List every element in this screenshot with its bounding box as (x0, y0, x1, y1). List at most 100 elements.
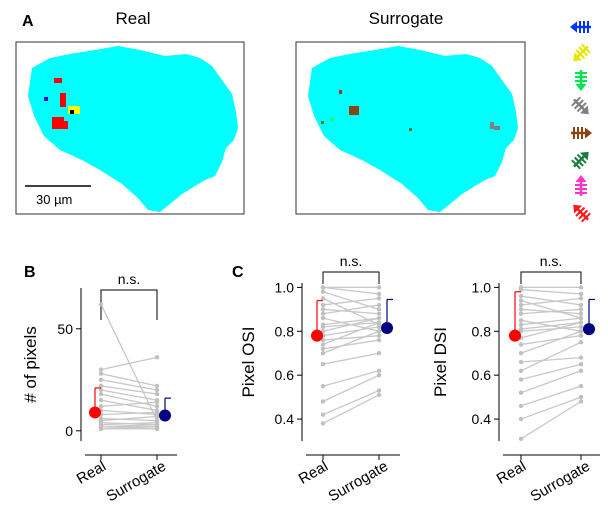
real-point (98, 377, 104, 382)
pair-line (322, 297, 380, 306)
pair-line (520, 341, 582, 372)
pair-line (520, 295, 582, 306)
y-tick-label: 0.6 (472, 367, 492, 383)
real-map: 30 µm (15, 41, 245, 215)
real-point (320, 351, 326, 356)
pair-line (100, 421, 158, 426)
surrogate-point (154, 414, 160, 419)
surrogate-point (376, 320, 382, 325)
surrogate-point (376, 388, 382, 393)
surrogate-point (154, 404, 160, 409)
pair-line (100, 424, 158, 428)
surrogate-point (578, 285, 584, 290)
pair-line (322, 389, 380, 416)
surrogate-point (578, 315, 584, 321)
real-point (320, 421, 326, 426)
y-axis-label: Pixel DSI (431, 327, 450, 397)
real-point (320, 342, 326, 347)
scale-bar-label: 30 µm (36, 192, 72, 207)
real-mean-marker (311, 329, 323, 342)
surrogate-point (578, 291, 584, 297)
real-point (518, 359, 524, 365)
surrogate-point (578, 394, 584, 400)
surrogate-point (376, 337, 382, 343)
down-arrow-icon (575, 70, 587, 91)
real-map-cell-shape (28, 46, 238, 212)
y-tick-label: 50 (57, 321, 73, 337)
down-left-arrow-icon (573, 43, 591, 62)
surrogate-point (376, 333, 382, 338)
surrogate-point (376, 302, 382, 308)
pair-line (322, 370, 380, 387)
pair-line (520, 370, 582, 394)
surrogate-point (376, 368, 382, 373)
significance-label: n.s. (540, 253, 563, 269)
surrogate-point (376, 392, 382, 398)
down-right-arrow-icon (571, 96, 589, 115)
pair-line (520, 308, 582, 315)
real-point (518, 287, 524, 292)
real-point (320, 315, 326, 321)
surrogate-point (578, 311, 584, 316)
right-arrow-icon (571, 127, 592, 139)
real-point (98, 387, 104, 393)
real-point (98, 383, 104, 389)
surrogate-point (578, 307, 584, 312)
real-point (98, 398, 104, 403)
surrogate-map-cell-shape (308, 46, 518, 212)
pair-line (322, 286, 380, 295)
pair-line (520, 317, 582, 326)
surrogate-point (154, 355, 160, 360)
real-point (320, 302, 326, 308)
real-point (98, 404, 104, 409)
real-point (518, 377, 524, 382)
real-point (320, 361, 326, 367)
pair-line (520, 400, 582, 440)
real-point (518, 416, 524, 422)
pair-line (520, 288, 582, 295)
surrogate-point (376, 291, 382, 297)
pair-line (100, 417, 158, 422)
pair-line (100, 356, 158, 371)
direction-legend (570, 21, 592, 223)
surrogate-point (578, 324, 584, 330)
pair-line (100, 415, 158, 422)
pair-line (520, 335, 582, 346)
real-patch-red-low-2 (62, 121, 68, 129)
pair-line (322, 330, 380, 354)
real-point (98, 302, 104, 307)
real-point (518, 302, 524, 308)
panel-label-c: C (232, 264, 244, 281)
pair-line (100, 373, 158, 387)
pair-line (322, 304, 380, 315)
pair-line (322, 308, 380, 315)
surrogate-patch-green (331, 118, 334, 121)
pair-line (520, 321, 582, 339)
x-tick-label: Real (494, 458, 529, 488)
surrogate-point (578, 361, 584, 367)
surrogate-map-title: Surrogate (369, 9, 444, 28)
pair-line (322, 374, 380, 403)
pair-line (100, 401, 158, 407)
surrogate-point (154, 410, 160, 415)
surrogate-point (154, 400, 160, 405)
significance-bracket (520, 271, 582, 284)
surrogate-patch-brown-small (339, 90, 342, 94)
real-point (320, 285, 326, 290)
real-point (518, 311, 524, 316)
pair-line (100, 304, 158, 421)
left-arrow-icon (570, 21, 591, 33)
pair-line (322, 394, 380, 425)
surrogate-point (154, 391, 160, 397)
real-mean-marker (509, 329, 521, 342)
real-mean-marker (89, 406, 101, 419)
pair-line (520, 326, 582, 332)
panel-label-b: B (24, 264, 36, 281)
y-tick-label: 1.0 (275, 279, 295, 295)
pair-line (520, 363, 582, 381)
surrogate-point (376, 329, 382, 334)
surrogate-point (578, 302, 584, 308)
pair-line (100, 409, 158, 416)
